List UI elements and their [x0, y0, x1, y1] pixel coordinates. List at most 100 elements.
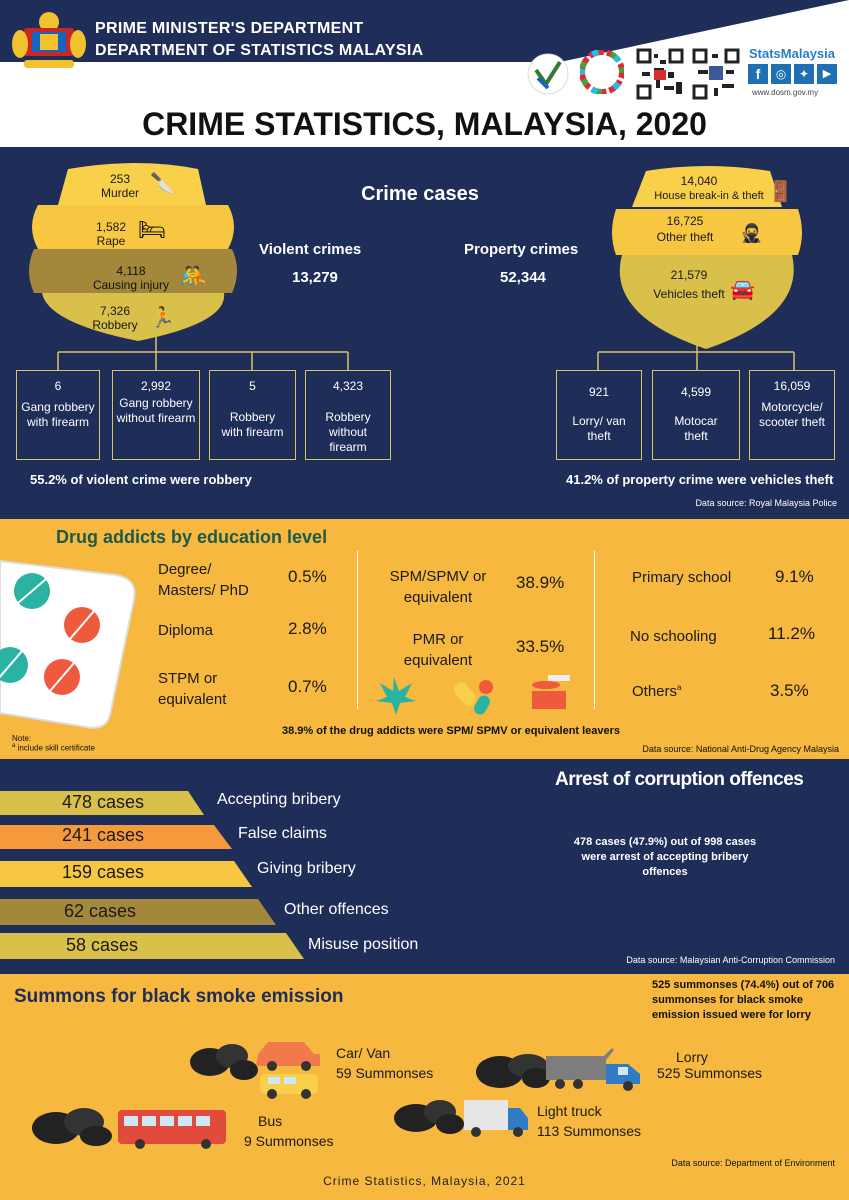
box-label: Gang robbery with firearm: [21, 400, 95, 429]
stpm-label: STPM or equivalent: [158, 670, 227, 708]
giving-bribery-cases: 159 cases: [62, 862, 145, 882]
qr-code-icon: [636, 48, 684, 100]
degree-label: Degree/ Masters/ PhD: [158, 561, 249, 599]
website-link[interactable]: www.dosm.gov.my: [752, 88, 819, 97]
accepting-bribery-cases: 478 cases: [62, 792, 145, 812]
box-value: 6: [54, 379, 62, 393]
others-superscript: a: [677, 683, 682, 692]
others-label: Othersa: [632, 677, 681, 702]
pill-blister-icon: [0, 559, 136, 729]
corruption-bars: [0, 791, 304, 959]
instagram-icon[interactable]: ◎: [771, 64, 791, 84]
header: PRIME MINISTER'S DEPARTMENT DEPARTMENT O…: [0, 0, 849, 100]
fight-icon: 🤼: [180, 263, 208, 288]
car-theft-icon: 🚘: [730, 279, 755, 301]
spm-label: SPM/SPMV or equivalent: [389, 568, 487, 606]
crime-source: Data source: Royal Malaysia Police: [695, 498, 837, 508]
note-superscript: a: [12, 743, 16, 749]
other-theft-value: 16,725: [666, 214, 704, 228]
false-claims-cases: 241 cases: [62, 825, 145, 845]
lorry-smoke-icon: [476, 1048, 640, 1091]
light-truck-value: 113 Summonses: [537, 1123, 642, 1139]
column-divider: [594, 551, 595, 709]
box-value: 4,599: [680, 385, 712, 399]
smoke-source: Data source: Department of Environment: [671, 1158, 835, 1168]
vehicle-theft-box: 921 Lorry/ van theft: [556, 370, 642, 460]
rape-icon: 🛏: [138, 217, 166, 242]
violent-crime-stack: [29, 163, 237, 341]
murder-icon: 🔪: [150, 173, 175, 195]
primary-school-label: Primary school: [632, 569, 732, 586]
crime-section: Crime cases 253 Murder 🔪 1,582 Rape 🛏 4,…: [0, 147, 849, 519]
property-crime-stack: [612, 166, 802, 349]
vehicle-theft-box: 4,599 Motocar theft: [652, 370, 740, 460]
box-value: 5: [249, 379, 256, 393]
stpm-pct: 0.7%: [288, 677, 327, 696]
vehicles-theft-label: Vehicles theft: [653, 287, 725, 301]
robbery-box: 2,992 Gang robbery without firearm: [112, 370, 200, 460]
murder-label: Murder: [100, 186, 139, 200]
robbery-box: 5 Robbery with firearm: [209, 370, 296, 460]
twitter-icon[interactable]: ✦: [794, 64, 814, 84]
others-pct: 3.5%: [770, 681, 809, 700]
drug-summary: 38.9% of the drug addicts were SPM/ SPMV…: [282, 725, 621, 737]
house-break-in-value: 14,040: [680, 174, 718, 188]
facebook-icon[interactable]: f: [748, 64, 768, 84]
robbery-box: 6 Gang robbery with firearm: [16, 370, 100, 460]
violent-crimes-label: Violent crimes: [259, 241, 362, 258]
bus-label: Bus: [258, 1113, 283, 1129]
robbery-label: Robbery: [92, 318, 138, 332]
lorry-value: 525 Summonses: [657, 1065, 763, 1081]
no-schooling-pct: 11.2%: [768, 624, 815, 643]
false-claims-label: False claims: [238, 825, 327, 842]
coat-of-arms-logo: [12, 12, 86, 68]
note-body: include skill certificate: [17, 743, 95, 753]
car-van-value: 59 Summonses: [336, 1065, 434, 1081]
causing-injury-label: Causing injury: [92, 278, 170, 292]
light-truck-smoke-icon: [394, 1100, 528, 1137]
others-text: Others: [632, 683, 678, 700]
light-truck-label: Light truck: [537, 1103, 602, 1119]
pmr-label: PMR or equivalent: [403, 631, 473, 669]
robbery-icon: 🏃: [150, 307, 175, 329]
drug-icons: [376, 675, 570, 715]
car-van-smoke-icon: [190, 1042, 320, 1099]
property-crimes-total: 52,344: [500, 269, 546, 286]
smoke-summary: 525 summonses (74.4%) out of 706 summons…: [652, 979, 835, 1021]
robbery-box: 4,323 Robbery without firearm: [305, 370, 391, 460]
youtube-icon[interactable]: ▶: [817, 64, 837, 84]
box-label: Gang robbery without firearm: [116, 396, 196, 425]
diploma-pct: 2.8%: [288, 619, 327, 638]
house-door-icon: 🚪: [768, 181, 793, 203]
page-title: CRIME STATISTICS, MALAYSIA, 2020: [142, 106, 707, 142]
drug-section: Drug addicts by education level Degree/ …: [0, 519, 849, 759]
robbery-value: 7,326: [99, 304, 131, 318]
note-title: Note:: [12, 734, 32, 743]
box-label: Motocar theft: [674, 414, 718, 443]
drug-source: Data source: National Anti-Drug Agency M…: [642, 744, 839, 754]
thief-icon: 🥷: [740, 223, 763, 243]
box-label: Motorcycle/ scooter theft: [758, 400, 826, 429]
drug-heading: Drug addicts by education level: [56, 527, 328, 547]
box-label: Robbery without firearm: [325, 410, 371, 454]
other-theft-label: Other theft: [656, 230, 714, 244]
box-value: 2,992: [140, 379, 172, 393]
corruption-section: Arrest of corruption offences 478 cases …: [0, 759, 849, 974]
box-label: Robbery with firearm: [221, 410, 284, 439]
smoke-heading: Summons for black smoke emission: [14, 986, 344, 1007]
misuse-position-label: Misuse position: [308, 936, 419, 953]
spm-pct: 38.9%: [516, 573, 565, 592]
column-divider: [357, 551, 358, 709]
note-text: a include skill certificate: [12, 743, 95, 753]
data-logo: [527, 53, 569, 95]
other-offences-cases: 62 cases: [64, 901, 137, 921]
box-value: 4,323: [332, 379, 364, 393]
violent-robbery-note: 55.2% of violent crime were robbery: [30, 472, 252, 487]
box-value: 921: [588, 385, 610, 399]
box-label: Lorry/ van theft: [572, 414, 626, 443]
dept-line-2: DEPARTMENT OF STATISTICS MALAYSIA: [95, 42, 424, 59]
rape-label: Rape: [96, 234, 126, 248]
smoke-section: Summons for black smoke emission 525 sum…: [0, 974, 849, 1200]
property-crimes-label: Property crimes: [464, 241, 579, 258]
lorry-label: Lorry: [676, 1049, 708, 1065]
